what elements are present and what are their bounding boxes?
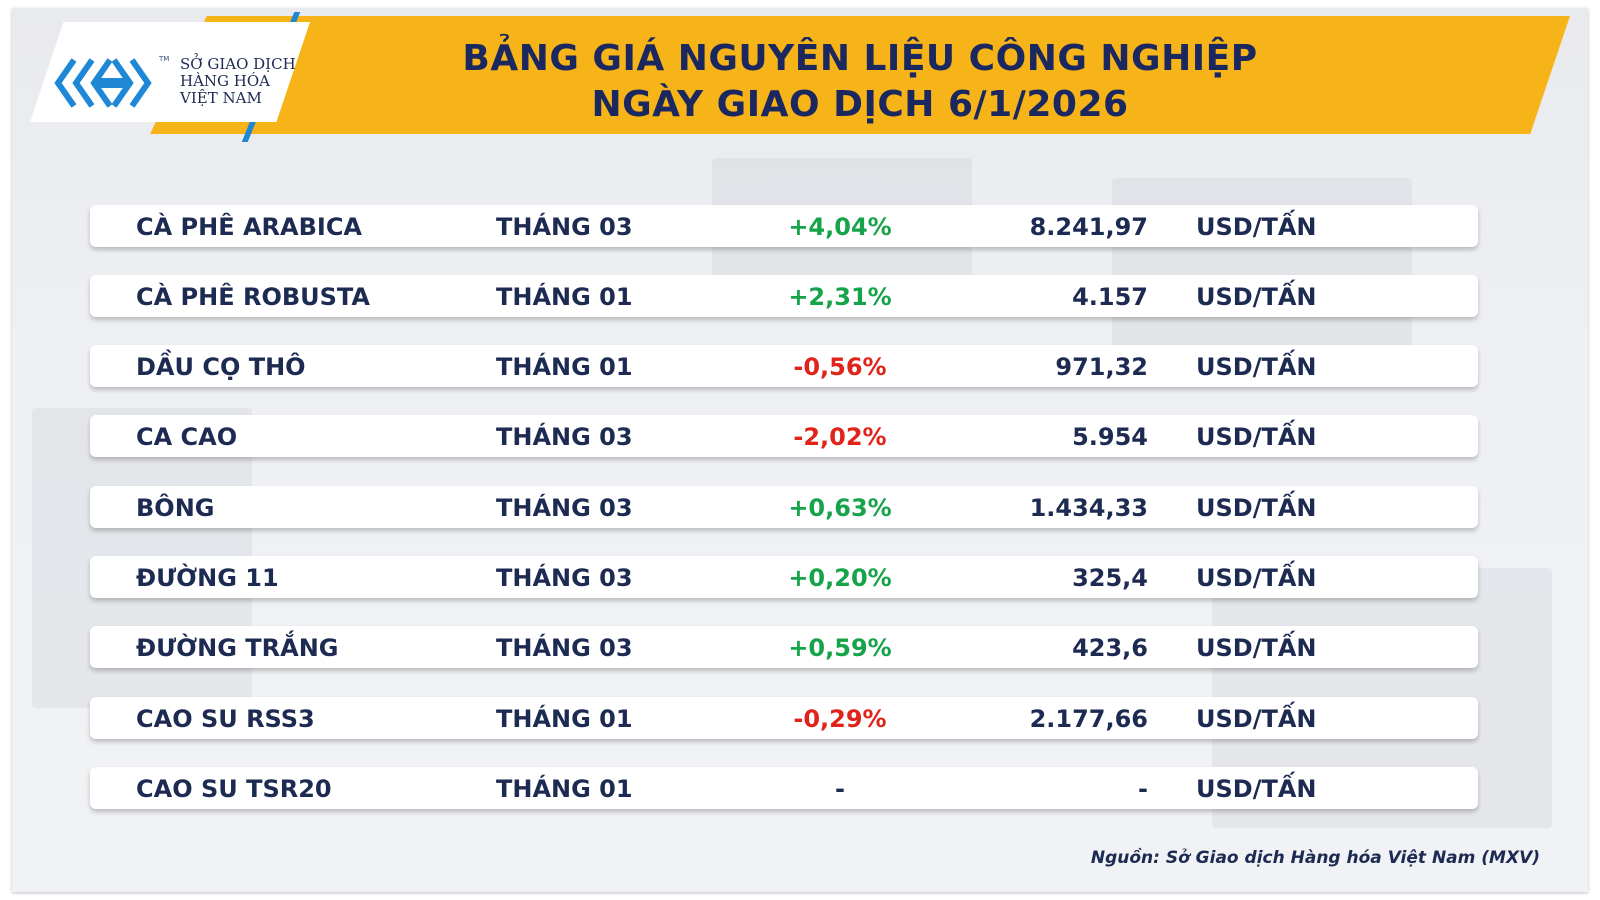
- contract-month: THÁNG 03: [496, 423, 633, 451]
- price-change: -0,56%: [793, 353, 887, 381]
- contract-month: THÁNG 01: [496, 775, 633, 803]
- price-value: 5.954: [1072, 423, 1148, 451]
- price-change: +4,04%: [788, 213, 892, 241]
- price-unit: USD/TẤN: [1196, 775, 1317, 803]
- contract-month: THÁNG 03: [496, 634, 633, 662]
- table-row: CA CAO THÁNG 03 -2,02% 5.954 USD/TẤN: [90, 415, 1478, 457]
- contract-month: THÁNG 03: [496, 494, 633, 522]
- trademark-mark: TM: [159, 55, 170, 63]
- table-row: ĐƯỜNG 11 THÁNG 03 +0,20% 325,4 USD/TẤN: [90, 556, 1478, 598]
- title-line-1: BẢNG GIÁ NGUYÊN LIỆU CÔNG NGHIỆP: [462, 38, 1258, 79]
- price-unit: USD/TẤN: [1196, 283, 1317, 311]
- logo-line-1: SỞ GIAO DỊCH: [180, 55, 296, 73]
- logo-text: SỞ GIAO DỊCH HÀNG HÓA VIỆT NAM: [180, 56, 300, 107]
- price-change: +0,20%: [788, 564, 892, 592]
- contract-month: THÁNG 01: [496, 283, 633, 311]
- price-unit: USD/TẤN: [1196, 705, 1317, 733]
- price-unit: USD/TẤN: [1196, 634, 1317, 662]
- commodity-name: CAO SU RSS3: [136, 705, 315, 733]
- table-row: CAO SU RSS3 THÁNG 01 -0,29% 2.177,66 USD/TẤN: [90, 697, 1478, 739]
- table-row: ĐƯỜNG TRẮNG THÁNG 03 +0,59% 423,6 USD/TẤN: [90, 626, 1478, 668]
- commodity-name: DẦU CỌ THÔ: [136, 353, 306, 381]
- price-unit: USD/TẤN: [1196, 423, 1317, 451]
- table-row: CÀ PHÊ ROBUSTA THÁNG 01 +2,31% 4.157 USD/TẤN: [90, 275, 1478, 317]
- table-row: CAO SU TSR20 THÁNG 01 - - USD/TẤN: [90, 767, 1478, 809]
- price-value: 325,4: [1072, 564, 1148, 592]
- page-title: BẢNG GIÁ NGUYÊN LIỆU CÔNG NGHIỆP NGÀY GI…: [420, 36, 1300, 128]
- price-change: +0,59%: [788, 634, 892, 662]
- price-unit: USD/TẤN: [1196, 353, 1317, 381]
- price-value: -: [1138, 775, 1148, 803]
- price-change: -0,29%: [793, 705, 887, 733]
- logo-line-2: HÀNG HÓA: [180, 72, 270, 90]
- contract-month: THÁNG 01: [496, 705, 633, 733]
- contract-month: THÁNG 03: [496, 213, 633, 241]
- commodity-name: BÔNG: [136, 494, 215, 522]
- commodity-name: CAO SU TSR20: [136, 775, 332, 803]
- price-unit: USD/TẤN: [1196, 213, 1317, 241]
- table-row: DẦU CỌ THÔ THÁNG 01 -0,56% 971,32 USD/TẤN: [90, 345, 1478, 387]
- price-value: 1.434,33: [1029, 494, 1148, 522]
- title-banner: [150, 16, 1570, 134]
- logo-panel: [30, 22, 310, 122]
- price-value: 4.157: [1072, 283, 1148, 311]
- price-value: 8.241,97: [1029, 213, 1148, 241]
- table-row: BÔNG THÁNG 03 +0,63% 1.434,33 USD/TẤN: [90, 486, 1478, 528]
- price-unit: USD/TẤN: [1196, 564, 1317, 592]
- table-row: CÀ PHÊ ARABICA THÁNG 03 +4,04% 8.241,97 USD/…: [90, 205, 1478, 247]
- mxv-chevron-logo-icon: [54, 58, 152, 108]
- commodity-name: CÀ PHÊ ARABICA: [136, 213, 363, 241]
- price-value: 971,32: [1055, 353, 1148, 381]
- price-value: 2.177,66: [1029, 705, 1148, 733]
- commodity-name: ĐƯỜNG 11: [136, 564, 279, 592]
- price-change: -2,02%: [793, 423, 887, 451]
- commodity-name: CÀ PHÊ ROBUSTA: [136, 283, 370, 311]
- price-change: +2,31%: [788, 283, 892, 311]
- price-change: -: [835, 775, 845, 803]
- contract-month: THÁNG 03: [496, 564, 633, 592]
- price-unit: USD/TẤN: [1196, 494, 1317, 522]
- title-line-2: NGÀY GIAO DỊCH 6/1/2026: [591, 84, 1129, 125]
- source-note: Nguồn: Sở Giao dịch Hàng hóa Việt Nam (M…: [1090, 848, 1540, 868]
- contract-month: THÁNG 01: [496, 353, 633, 381]
- commodity-name: CA CAO: [136, 423, 238, 451]
- logo-line-3: VIỆT NAM: [180, 89, 262, 107]
- price-change: +0,63%: [788, 494, 892, 522]
- commodity-name: ĐƯỜNG TRẮNG: [136, 634, 339, 662]
- price-value: 423,6: [1072, 634, 1148, 662]
